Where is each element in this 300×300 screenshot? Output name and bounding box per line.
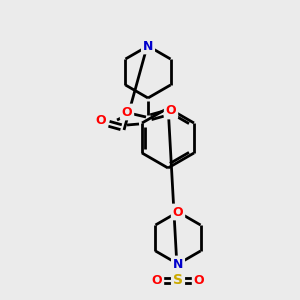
Text: N: N bbox=[143, 40, 153, 52]
Text: O: O bbox=[122, 106, 132, 118]
Text: S: S bbox=[173, 273, 183, 287]
Text: O: O bbox=[152, 274, 162, 286]
Text: O: O bbox=[173, 206, 183, 218]
Text: O: O bbox=[96, 115, 106, 128]
Text: O: O bbox=[166, 104, 176, 118]
Text: N: N bbox=[173, 257, 183, 271]
Text: O: O bbox=[194, 274, 204, 286]
